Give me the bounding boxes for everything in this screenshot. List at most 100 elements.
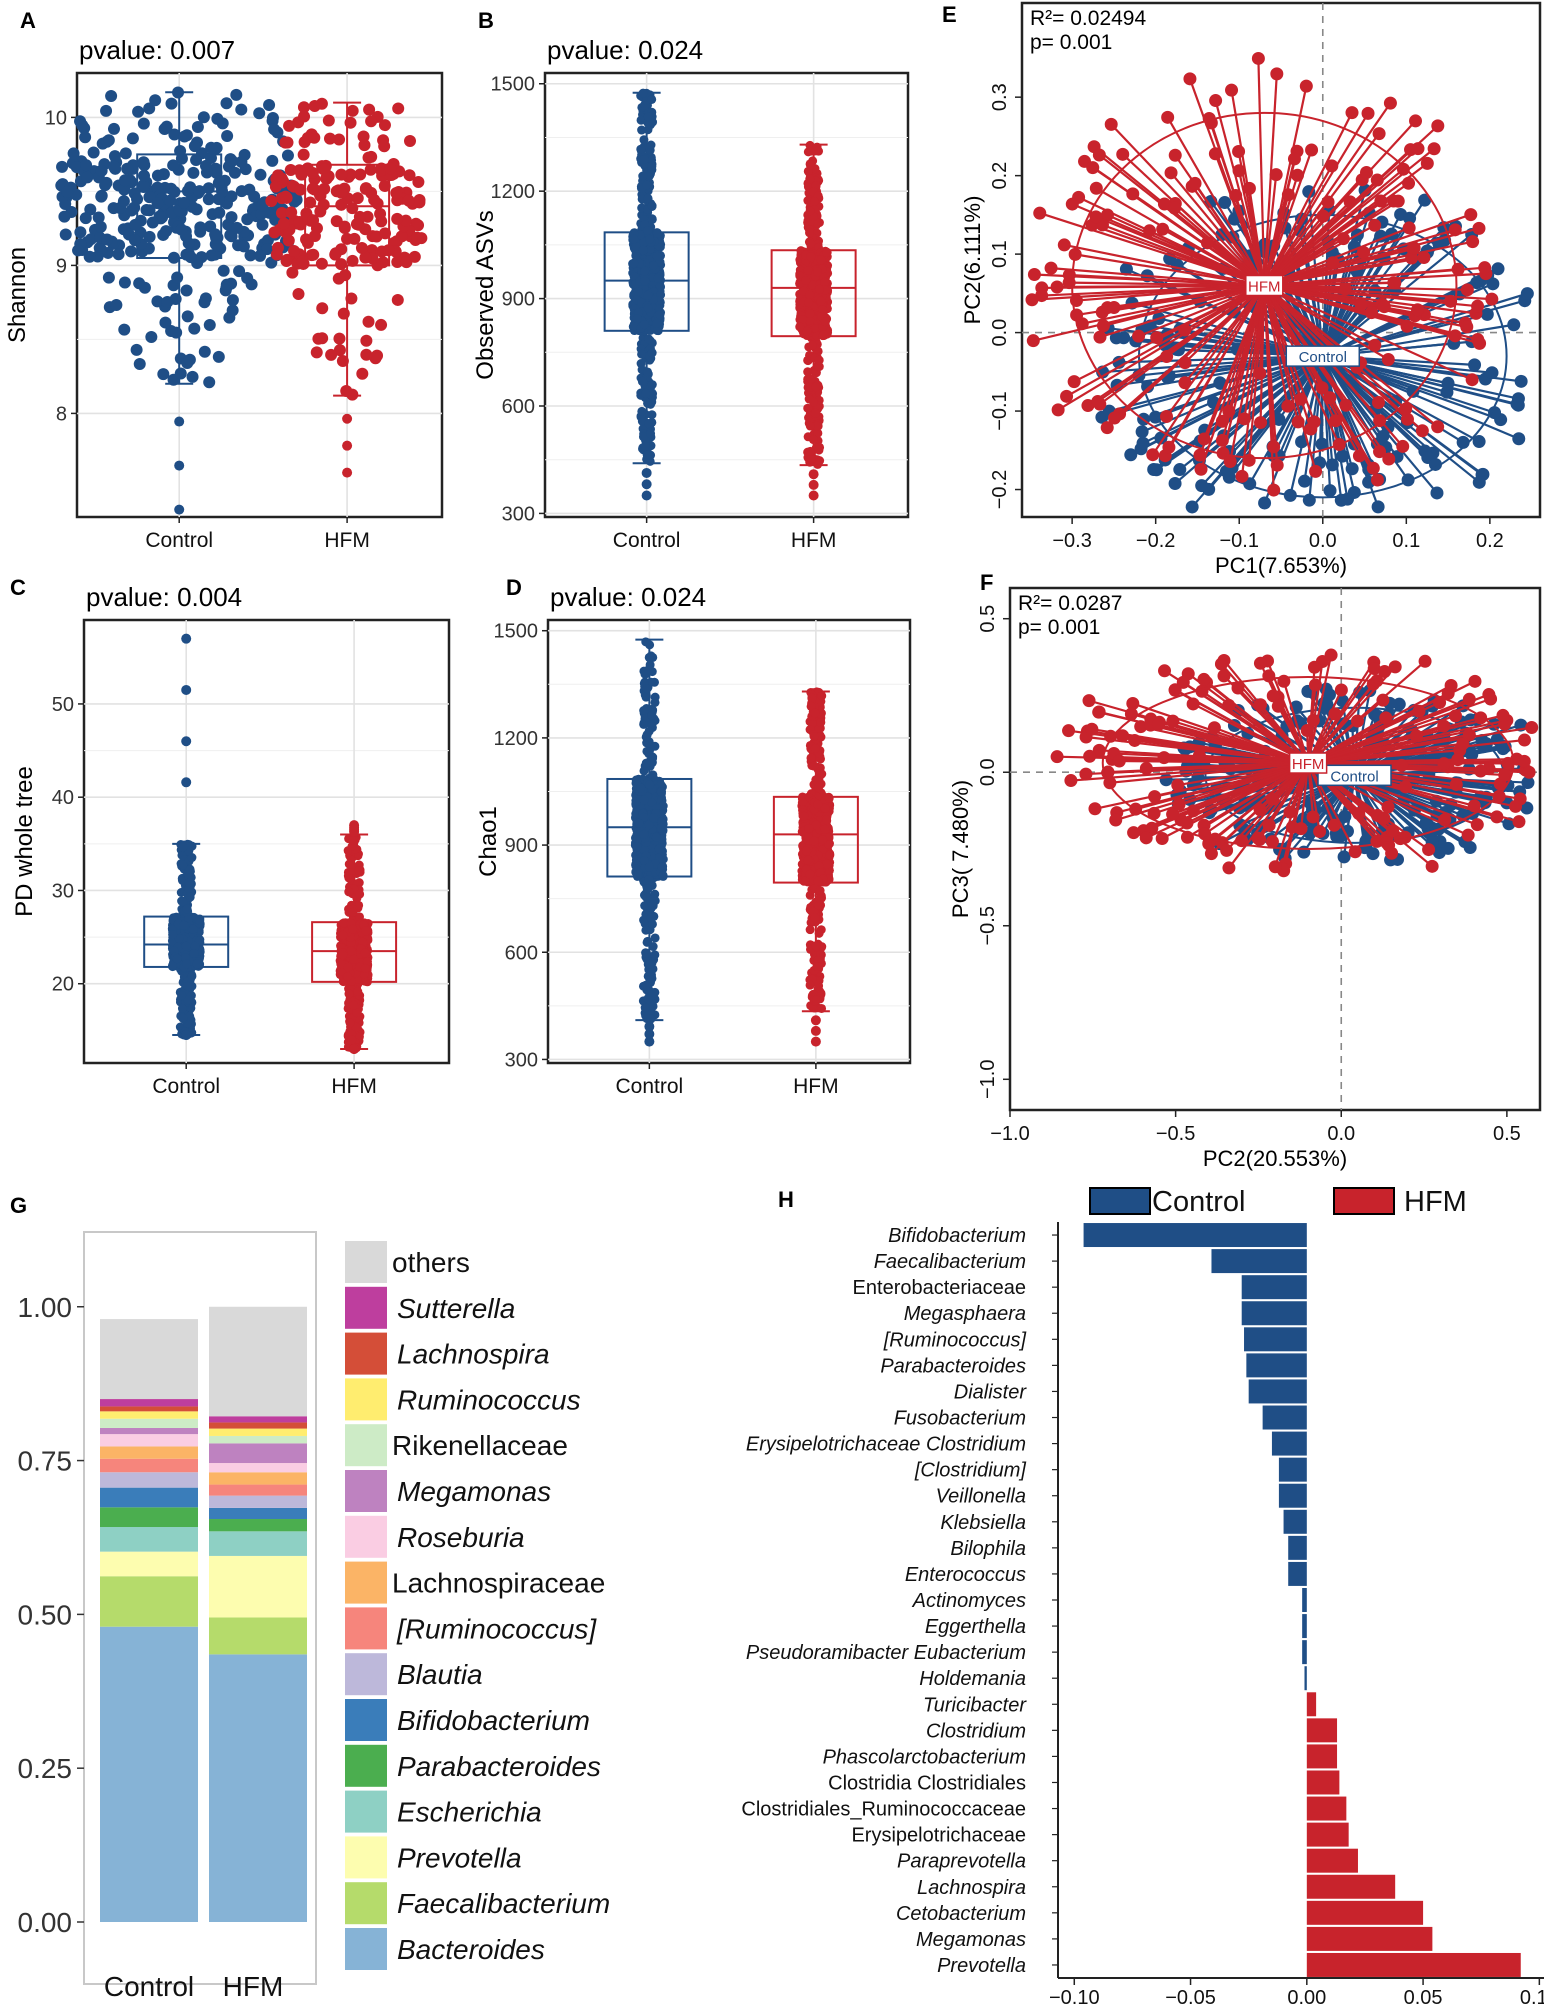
data-point	[806, 374, 816, 384]
data-point	[643, 994, 653, 1004]
y-tick-label: 1500	[491, 74, 536, 96]
data-point	[174, 145, 187, 158]
data-point	[125, 245, 138, 258]
outlier-point	[181, 1030, 192, 1041]
data-point	[186, 370, 199, 383]
outlier-point	[810, 1025, 821, 1036]
x-tick-label: 0.2	[1476, 530, 1504, 552]
data-point	[61, 185, 74, 198]
data-point	[329, 248, 342, 261]
data-point	[138, 169, 151, 182]
y-tick-label: 300	[505, 1049, 538, 1071]
panel-e: −0.3 −0.2 −0.1 0.0 0.1 0.2−0.2−0.10.00.10.20.…	[960, 1, 1542, 578]
data-point	[336, 355, 349, 368]
data-point	[212, 350, 225, 363]
data-point	[647, 710, 657, 720]
data-point	[297, 148, 310, 161]
data-point	[812, 962, 822, 972]
plot-frame	[543, 71, 910, 519]
data-point	[59, 228, 72, 241]
data-point	[137, 179, 150, 192]
data-point	[338, 221, 351, 234]
data-point	[650, 950, 660, 960]
x-tick-label: HFM	[331, 1075, 377, 1098]
data-point	[125, 204, 138, 217]
data-point	[816, 925, 826, 935]
data-point	[392, 102, 405, 115]
data-point	[342, 971, 352, 981]
data-point	[646, 913, 656, 923]
data-point	[333, 133, 346, 146]
data-point	[801, 275, 811, 285]
data-point	[642, 746, 652, 756]
data-point	[192, 959, 202, 969]
panel-title: pvalue: 0.007	[79, 35, 235, 65]
data-point	[636, 230, 646, 240]
data-point	[637, 406, 647, 416]
data-point	[286, 266, 299, 279]
data-point	[648, 895, 658, 905]
data-point	[345, 1018, 355, 1028]
data-point	[632, 314, 642, 324]
data-point	[641, 980, 651, 990]
data-point	[805, 980, 815, 990]
data-point	[216, 185, 229, 198]
y-tick-label: 0.3	[989, 83, 1011, 111]
data-point	[382, 244, 395, 257]
y-axis-label: PC2(6.111%)	[960, 196, 985, 325]
data-point	[639, 795, 649, 805]
data-point	[348, 835, 358, 845]
data-point	[375, 318, 388, 331]
data-point	[643, 225, 653, 235]
data-point	[351, 192, 364, 205]
data-point	[172, 86, 185, 99]
x-tick-label: −0.1	[1219, 530, 1258, 552]
data-point	[108, 160, 121, 173]
data-point	[118, 183, 131, 196]
data-point	[335, 168, 348, 181]
data-point	[347, 1035, 357, 1045]
data-point	[178, 1013, 188, 1023]
x-tick-label: HFM	[324, 529, 370, 552]
panel-title: pvalue: 0.004	[86, 582, 242, 612]
data-point	[76, 119, 89, 132]
data-point	[188, 924, 198, 934]
y-tick-label: −0.1	[989, 391, 1011, 430]
data-point	[118, 323, 131, 336]
data-point	[244, 249, 257, 262]
data-point	[805, 309, 815, 319]
data-point	[315, 257, 328, 270]
data-point	[121, 162, 134, 175]
data-point	[308, 230, 321, 243]
data-point	[360, 948, 370, 958]
data-point	[156, 211, 169, 224]
data-point	[100, 104, 113, 117]
data-point	[167, 159, 180, 172]
data-point	[230, 221, 243, 234]
data-point	[318, 163, 331, 176]
data-point	[818, 305, 828, 315]
x-tick-label: Control	[613, 529, 681, 552]
data-point	[652, 251, 662, 261]
data-point	[226, 294, 239, 307]
data-point	[647, 161, 657, 171]
data-point	[306, 182, 319, 195]
data-point	[268, 226, 281, 239]
y-tick-label: 1500	[494, 621, 539, 643]
x-tick-label: HFM	[793, 1075, 839, 1098]
data-point	[137, 156, 150, 169]
data-point	[346, 946, 356, 956]
data-point	[644, 862, 654, 872]
data-point	[629, 258, 639, 268]
data-point	[350, 218, 363, 231]
data-point	[184, 251, 197, 264]
data-point	[178, 196, 191, 209]
x-tick-label: Control	[145, 529, 213, 552]
data-point	[807, 693, 817, 703]
data-point	[638, 432, 648, 442]
series-control	[55, 86, 303, 515]
data-point	[805, 869, 815, 879]
data-point	[361, 926, 371, 936]
data-point	[177, 990, 187, 1000]
